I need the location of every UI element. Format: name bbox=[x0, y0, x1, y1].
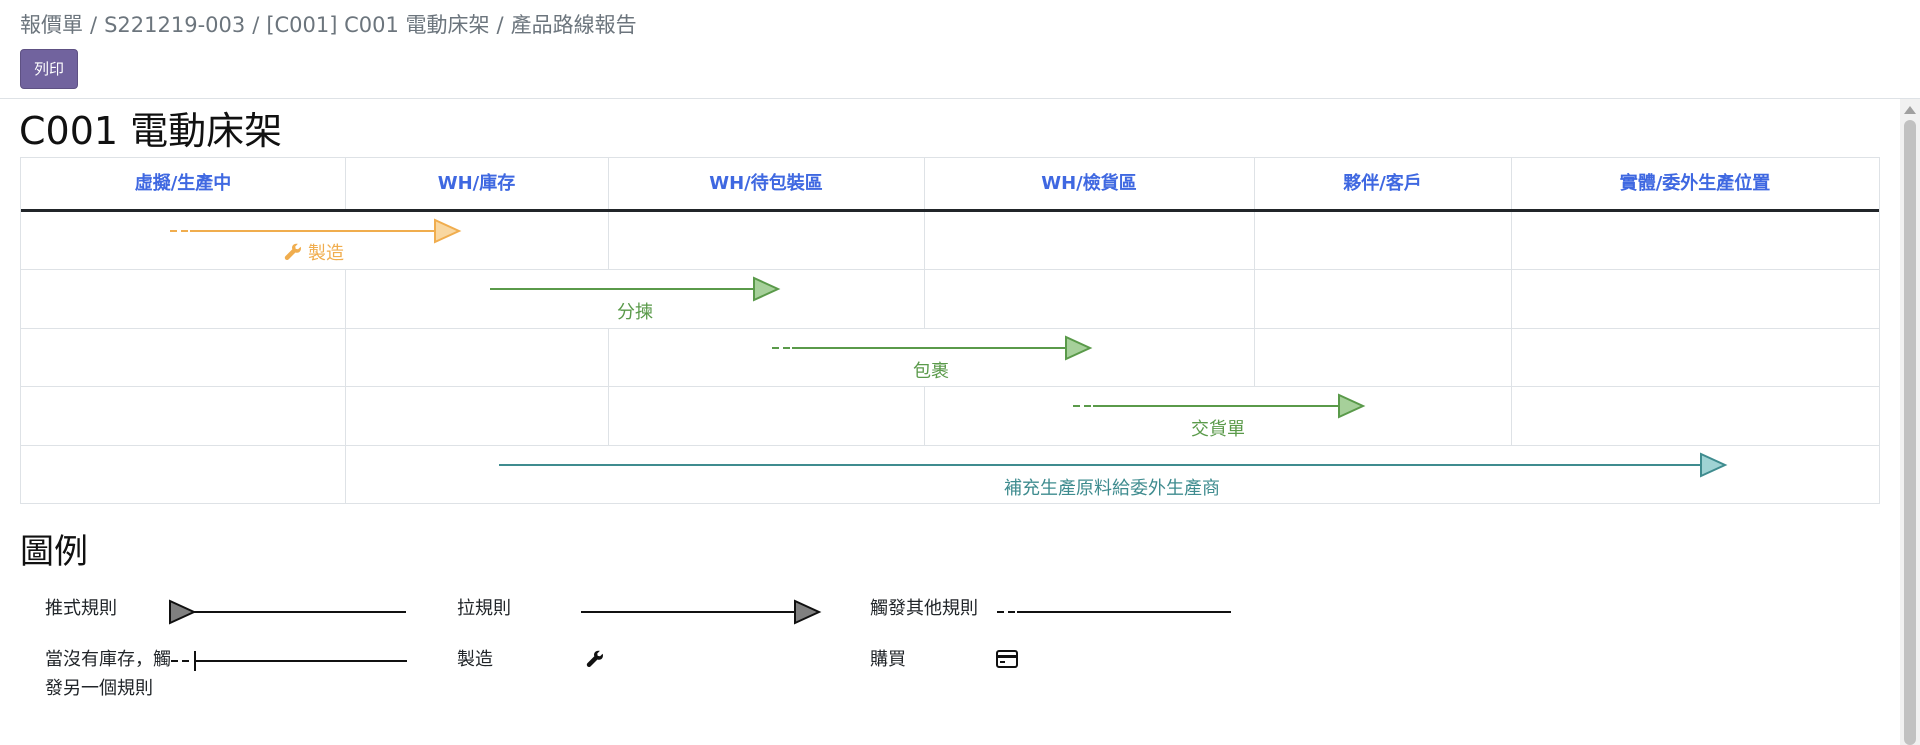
legend-label-trigger-other-rule: 觸發其他規則 bbox=[870, 598, 978, 619]
route-arrows bbox=[170, 218, 1728, 478]
route-label-manufacture: 製造 bbox=[284, 239, 344, 265]
route-arrow-subcontract bbox=[499, 452, 1728, 478]
route-label-pack: 包裹 bbox=[913, 361, 949, 382]
breadcrumb-current: 產品路線報告 bbox=[510, 13, 637, 37]
column-header-wh-packing: WH/待包裝區 bbox=[709, 173, 823, 194]
control-panel: 報價單 / S221219-003/[C001] C001 電動床架 / 產品路線報告 … bbox=[0, 0, 1920, 99]
column-header-subcontract-location: 實體/委外生產位置 bbox=[1619, 173, 1771, 194]
breadcrumb-order[interactable]: S221219-003 bbox=[104, 13, 246, 37]
legend-label-no-stock-trigger: 當沒有庫存，觸發另一個規則 bbox=[45, 649, 171, 699]
header-divider bbox=[21, 209, 1879, 212]
wrench-icon bbox=[284, 243, 301, 260]
breadcrumb-product[interactable]: [C001] C001 電動床架 bbox=[266, 13, 490, 37]
legend-label-buy: 購買 bbox=[870, 649, 906, 670]
column-header-wh-output: WH/檢貨區 bbox=[1041, 173, 1137, 194]
wrench-icon bbox=[586, 650, 603, 667]
route-label-delivery: 交貨單 bbox=[1191, 419, 1245, 440]
pull-rule-arrow-icon bbox=[581, 599, 822, 625]
credit-card-icon bbox=[996, 650, 1018, 668]
route-label-pick: 分揀 bbox=[617, 302, 653, 323]
dashed-line-tick-icon bbox=[171, 651, 407, 671]
legend-label-pull-rule: 拉規則 bbox=[457, 598, 511, 619]
column-header-virtual-production: 虛擬/生產中 bbox=[134, 173, 232, 194]
dashed-line-icon bbox=[997, 611, 1231, 613]
route-label-subcontract: 補充生產原料給委外生產商 bbox=[1004, 478, 1220, 499]
route-table: 虛擬/生產中 WH/庫存 WH/待包裝區 WH/檢貨區 夥伴/客戶 實體/委外生… bbox=[20, 157, 1880, 504]
route-arrow-delivery bbox=[1073, 393, 1366, 419]
scrollbar-thumb[interactable] bbox=[1904, 120, 1916, 745]
legend-label-push-rule: 推式規則 bbox=[45, 598, 117, 619]
route-arrow-pack bbox=[772, 335, 1093, 361]
legend-title: 圖例 bbox=[20, 532, 88, 572]
column-header-wh-stock: WH/庫存 bbox=[437, 173, 516, 194]
route-arrow-manufacture bbox=[170, 218, 462, 244]
breadcrumb: 報價單 / S221219-003/[C001] C001 電動床架 / 產品路線報告 bbox=[20, 13, 637, 37]
print-button[interactable]: 列印 bbox=[20, 49, 78, 89]
route-arrow-pick bbox=[490, 276, 781, 302]
legend-label-manufacture: 製造 bbox=[457, 649, 493, 670]
push-rule-arrow-icon bbox=[169, 599, 406, 625]
page-title: C001 電動床架 bbox=[19, 109, 283, 153]
column-header-partner-customer: 夥伴/客戶 bbox=[1343, 173, 1422, 194]
scroll-up-arrow-icon[interactable] bbox=[1904, 106, 1916, 114]
breadcrumb-quotations[interactable]: 報價單 bbox=[20, 13, 83, 37]
